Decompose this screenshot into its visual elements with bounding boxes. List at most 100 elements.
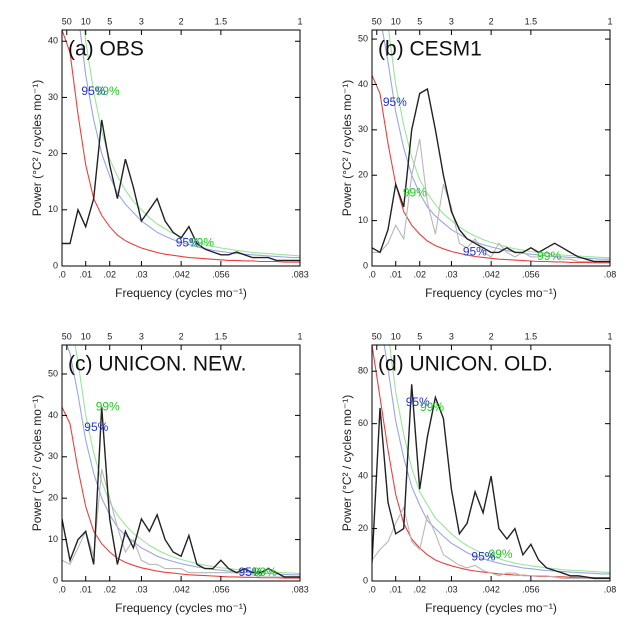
x-tick-label: .0 — [58, 269, 66, 279]
x-tick-label: .042 — [482, 269, 500, 279]
confidence-label: 95% — [471, 550, 495, 564]
y-tick-label: 40 — [48, 36, 58, 46]
top-tick-label: 1 — [297, 16, 302, 26]
top-tick-label: 1 — [607, 16, 612, 26]
top-tick-label: 3 — [449, 16, 454, 26]
lines: 95% 99% 95% 99% — [372, 30, 610, 264]
top-tick-label: 10 — [81, 331, 91, 341]
top-tick-label: 50 — [372, 331, 382, 341]
top-tick-label: 3 — [449, 331, 454, 341]
spectrum-line — [372, 138, 610, 263]
spectrum-line — [383, 345, 610, 575]
top-tick-label: 3 — [139, 16, 144, 26]
y-tick-label: 60 — [358, 418, 368, 428]
confidence-label: 99% — [96, 84, 120, 98]
x-tick-label: .042 — [482, 584, 500, 594]
y-tick-label: 50 — [358, 33, 368, 43]
top-tick-label: 1.5 — [525, 16, 538, 26]
top-tick-label: 5 — [107, 331, 112, 341]
x-tick-label: .02 — [103, 584, 116, 594]
y-tick-label: 0 — [363, 260, 368, 270]
top-tick-label: 2 — [489, 331, 494, 341]
confidence-label: 95% — [406, 395, 430, 409]
x-tick-label: .08 — [604, 584, 617, 594]
spectrum-line — [388, 30, 610, 259]
plot-area — [62, 30, 300, 266]
lines: 95%99%95%99% — [62, 30, 300, 263]
x-tick-label: .02 — [413, 584, 426, 594]
top-tick-label: 1.5 — [525, 331, 538, 341]
y-axis-label: Power (°C² / cycles mo⁻¹) — [340, 80, 354, 216]
spectrum-line — [62, 119, 300, 262]
y-axis-label: Power (°C² / cycles mo⁻¹) — [340, 395, 354, 531]
confidence-label: 95% — [463, 245, 487, 259]
y-tick-label: 80 — [358, 366, 368, 376]
x-tick-label: .08 — [604, 269, 617, 279]
top-tick-label: 2 — [179, 331, 184, 341]
x-tick-label: .083 — [291, 584, 309, 594]
y-tick-label: 0 — [53, 260, 58, 270]
confidence-label: 99% — [190, 236, 214, 250]
y-tick-label: 50 — [48, 368, 58, 378]
y-tick-label: 40 — [48, 410, 58, 420]
panel-title: (a) OBS — [68, 38, 144, 61]
x-tick-label: .042 — [172, 269, 190, 279]
spectrum-line — [372, 75, 610, 264]
y-tick-label: 10 — [48, 204, 58, 214]
top-tick-label: 1 — [607, 331, 612, 341]
x-tick-label: .02 — [103, 269, 116, 279]
y-tick-label: 0 — [363, 575, 368, 585]
x-tick-label: .056 — [212, 584, 230, 594]
x-tick-label: .056 — [522, 269, 540, 279]
top-tick-label: 10 — [391, 331, 401, 341]
x-tick-label: .03 — [135, 584, 148, 594]
plot-area — [372, 30, 610, 266]
spectrum-line — [62, 469, 300, 578]
x-tick-label: .01 — [389, 584, 402, 594]
top-tick-label: 50 — [62, 331, 72, 341]
x-tick-label: .0 — [58, 584, 66, 594]
confidence-label: 95% — [239, 565, 263, 579]
spectrum-line — [79, 30, 300, 259]
y-tick-label: 10 — [48, 534, 58, 544]
lines: 95%99%95%99% — [62, 345, 300, 579]
spectrum-line — [372, 506, 610, 579]
confidence-label: 95% — [176, 236, 200, 250]
x-tick-label: .01 — [79, 584, 92, 594]
y-tick-label: 20 — [48, 148, 58, 158]
top-tick-label: 5 — [107, 16, 112, 26]
top-tick-label: 50 — [372, 16, 382, 26]
y-tick-label: 30 — [48, 92, 58, 102]
x-tick-label: .01 — [389, 269, 402, 279]
spectrum-line — [62, 406, 300, 579]
confidence-label: 95% — [383, 95, 407, 109]
x-axis-label: Frequency (cycles mo⁻¹) — [115, 286, 247, 300]
y-tick-label: 40 — [358, 79, 368, 89]
panel-title: (b) CESM1 — [378, 38, 482, 61]
y-axis-label: Power (°C² / cycles mo⁻¹) — [30, 395, 44, 531]
spectrum-line — [372, 87, 610, 263]
x-tick-label: .01 — [79, 269, 92, 279]
confidence-label: 99% — [253, 565, 277, 579]
spectrum-line — [62, 30, 300, 263]
x-tick-label: .083 — [291, 269, 309, 279]
top-tick-label: 10 — [81, 16, 91, 26]
y-tick-label: 30 — [358, 124, 368, 134]
y-tick-label: 20 — [358, 170, 368, 180]
spectrum-line — [372, 384, 610, 580]
confidence-label: 99% — [537, 249, 561, 263]
spectrum-line — [62, 407, 300, 578]
top-tick-label: 5 — [417, 331, 422, 341]
x-tick-label: .02 — [413, 269, 426, 279]
x-tick-label: .03 — [445, 269, 458, 279]
x-tick-label: .03 — [445, 584, 458, 594]
top-tick-label: 50 — [62, 16, 72, 26]
y-axis-label: Power (°C² / cycles mo⁻¹) — [30, 80, 44, 216]
confidence-label: 99% — [403, 186, 427, 200]
x-tick-label: .042 — [172, 584, 190, 594]
y-tick-label: 20 — [48, 493, 58, 503]
top-tick-label: 1.5 — [215, 16, 228, 26]
panel-title: (c) UNICON. NEW. — [68, 353, 247, 376]
confidence-label: 95% — [84, 420, 108, 434]
